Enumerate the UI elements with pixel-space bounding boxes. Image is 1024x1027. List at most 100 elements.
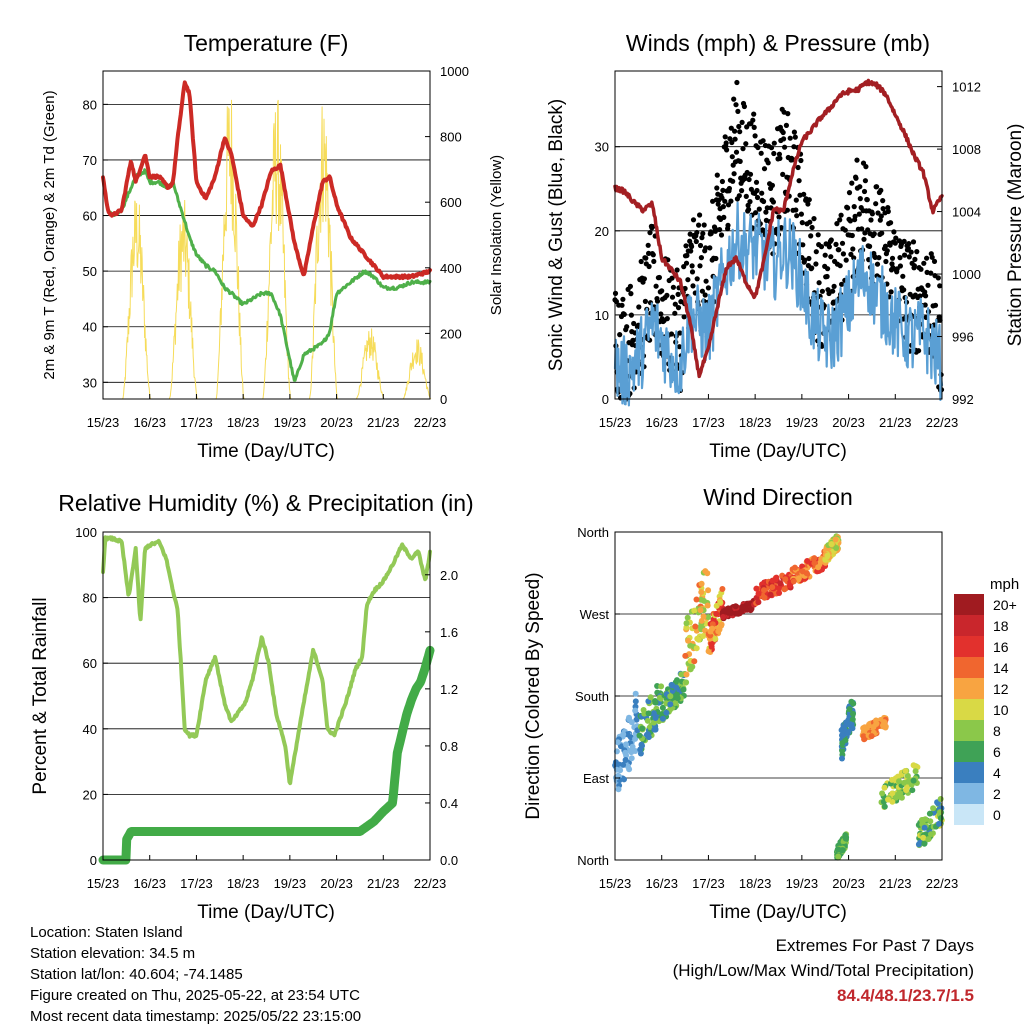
wind-speed-line (613, 201, 944, 407)
gust-point (897, 263, 904, 269)
legend-label: 0 (993, 807, 1001, 823)
gust-point (885, 205, 891, 211)
gust-point (776, 151, 783, 157)
legend-label: 4 (993, 765, 1001, 781)
direction-point (697, 607, 704, 614)
gust-point (884, 248, 890, 254)
direction-point (652, 715, 659, 721)
gust-point (689, 263, 695, 269)
y-tick-label: 0 (440, 392, 447, 407)
x-tick-label: 16/23 (133, 415, 166, 430)
y-tick-label: 100 (75, 525, 97, 540)
gust-point (653, 283, 659, 289)
direction-point (702, 568, 709, 575)
gust-point (736, 123, 742, 130)
x-tick-label: 22/23 (926, 876, 959, 891)
station-info: Location: Staten Island Station elevatio… (30, 922, 361, 1027)
gust-point (672, 310, 678, 316)
direction-point (753, 585, 760, 592)
y-tick-label: 40 (83, 722, 97, 737)
direction-point (643, 731, 650, 738)
gust-point (880, 198, 886, 204)
gust-point (851, 204, 857, 210)
gust-point (672, 301, 678, 307)
gust-point (811, 216, 817, 222)
gust-point (839, 281, 845, 287)
gust-point (645, 242, 651, 248)
x-tick-label: 15/23 (599, 415, 632, 430)
gust-point (647, 230, 653, 236)
gust-point (889, 255, 896, 261)
direction-point (881, 803, 888, 810)
gust-point (850, 246, 856, 252)
direction-point (767, 591, 774, 598)
direction-point (673, 684, 680, 691)
direction-point (861, 724, 868, 731)
gust-point (725, 222, 731, 228)
direction-point (629, 743, 636, 750)
gust-point (769, 182, 776, 188)
x-tick-label: 20/23 (320, 876, 353, 891)
gust-point (697, 242, 704, 249)
gust-point (781, 136, 787, 142)
gust-point (869, 211, 876, 217)
gust-point (761, 166, 768, 172)
latlon-text: Station lat/lon: 40.604; -74.1485 (30, 966, 243, 983)
x-tick-label: 19/23 (274, 415, 307, 430)
gust-point (721, 214, 727, 220)
direction-point (918, 817, 925, 823)
gust-point (791, 129, 798, 135)
legend-label: 8 (993, 723, 1001, 739)
direction-point (937, 796, 944, 802)
direction-point (650, 710, 657, 717)
y-tick-label: 1004 (952, 205, 981, 220)
gust-point (715, 201, 721, 207)
direction-tick-label: North (577, 853, 609, 868)
precipitation-series (98, 645, 435, 865)
gust-point (641, 276, 648, 282)
gust-point (628, 312, 635, 318)
gust-point (828, 237, 834, 243)
gust-point (852, 213, 858, 219)
y-tick-label: 992 (952, 392, 974, 407)
direction-point (726, 609, 733, 616)
gust-point (880, 206, 886, 212)
gust-point (650, 252, 656, 258)
direction-point (705, 648, 712, 655)
direction-point (769, 577, 776, 584)
direction-point (885, 796, 892, 803)
y-tick-label: 996 (952, 330, 974, 345)
gust-point (698, 255, 705, 261)
legend-label: 16 (993, 639, 1009, 655)
direction-point (683, 624, 690, 631)
gust-point (705, 285, 712, 291)
gust-point (864, 197, 870, 203)
gust-point (851, 255, 857, 261)
gust-point (826, 244, 833, 250)
gust-point (737, 158, 743, 164)
gust-point (714, 172, 720, 178)
direction-point (682, 652, 689, 659)
legend-label: 20+ (993, 597, 1017, 613)
gust-point (768, 145, 775, 151)
gust-point (922, 302, 928, 308)
gust-point (755, 144, 761, 151)
gust-point (883, 258, 889, 265)
direction-point (695, 636, 702, 643)
y-tick-label: 0.4 (440, 796, 458, 811)
x-tick-label: 18/23 (739, 415, 772, 430)
gust-point (643, 255, 649, 261)
gust-point (871, 231, 877, 237)
x-tick-label: 21/23 (367, 415, 400, 430)
gust-point (737, 129, 743, 135)
gust-point (853, 175, 859, 181)
gust-point (878, 213, 884, 219)
x-tick-label: 17/23 (180, 876, 213, 891)
pressure-line (613, 78, 944, 379)
gust-point (684, 252, 690, 259)
direction-title: Wind Direction (703, 484, 853, 510)
gust-point (891, 229, 897, 235)
gust-point (892, 240, 898, 246)
gust-point (646, 263, 652, 270)
